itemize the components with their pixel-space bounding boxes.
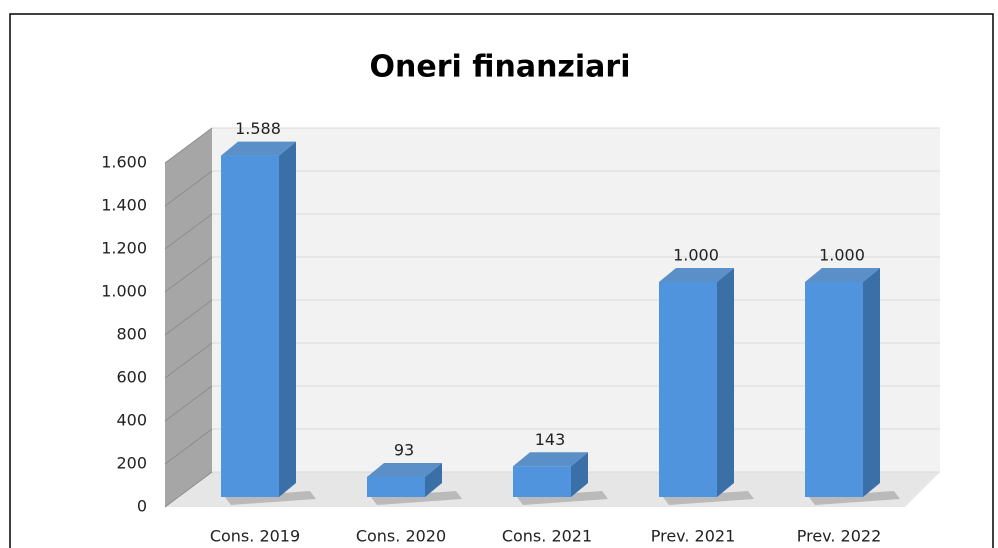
bar-shadow bbox=[663, 491, 754, 505]
y-tick-label: 200 bbox=[116, 454, 147, 473]
grid-line bbox=[164, 299, 213, 336]
data-label: 143 bbox=[535, 430, 566, 449]
bar-shadow bbox=[809, 491, 900, 505]
bar-shadow bbox=[371, 491, 462, 505]
y-tick-label: 1.200 bbox=[101, 239, 147, 258]
bar-top bbox=[659, 268, 734, 282]
chart-title: Oneri finanziari bbox=[370, 50, 631, 85]
data-label: 93 bbox=[394, 441, 414, 460]
bar-top bbox=[805, 268, 880, 282]
y-tick-label: 600 bbox=[116, 368, 147, 387]
bar-side bbox=[279, 141, 296, 497]
bar-top bbox=[221, 141, 296, 156]
bar-shadow bbox=[225, 491, 316, 505]
bar bbox=[513, 466, 571, 497]
bar-top bbox=[513, 452, 588, 467]
x-tick-label: Cons. 2020 bbox=[356, 527, 446, 546]
y-tick-label: 1.400 bbox=[101, 196, 147, 215]
grid-line bbox=[164, 342, 213, 379]
bar-side bbox=[571, 452, 588, 497]
grid-line bbox=[164, 385, 213, 422]
grid-line bbox=[164, 170, 213, 207]
data-label: 1.000 bbox=[819, 246, 865, 265]
bar-side bbox=[717, 268, 734, 497]
x-tick-label: Cons. 2019 bbox=[210, 527, 300, 546]
y-tick-label: 400 bbox=[116, 411, 147, 430]
y-tick-label: 1.600 bbox=[101, 153, 147, 172]
grid-line bbox=[164, 256, 213, 293]
data-label: 1.588 bbox=[235, 119, 281, 138]
bar-shadow bbox=[517, 491, 608, 505]
grid-line bbox=[164, 471, 213, 508]
x-tick-label: Prev. 2021 bbox=[651, 527, 736, 546]
bar bbox=[805, 282, 863, 497]
bar bbox=[659, 282, 717, 497]
y-tick-label: 0 bbox=[137, 497, 147, 516]
grid-line bbox=[164, 213, 213, 250]
x-tick-label: Prev. 2022 bbox=[797, 527, 882, 546]
y-tick-label: 800 bbox=[116, 325, 147, 344]
bar bbox=[367, 477, 425, 497]
y-tick-label: 1.000 bbox=[101, 282, 147, 301]
bar-side bbox=[863, 268, 880, 497]
x-tick-label: Cons. 2021 bbox=[502, 527, 592, 546]
grid-line bbox=[164, 428, 213, 465]
data-label: 1.000 bbox=[673, 246, 719, 265]
bar bbox=[221, 155, 279, 497]
grid-line bbox=[164, 127, 213, 164]
bar-side bbox=[425, 463, 442, 497]
bar-top bbox=[367, 463, 442, 478]
